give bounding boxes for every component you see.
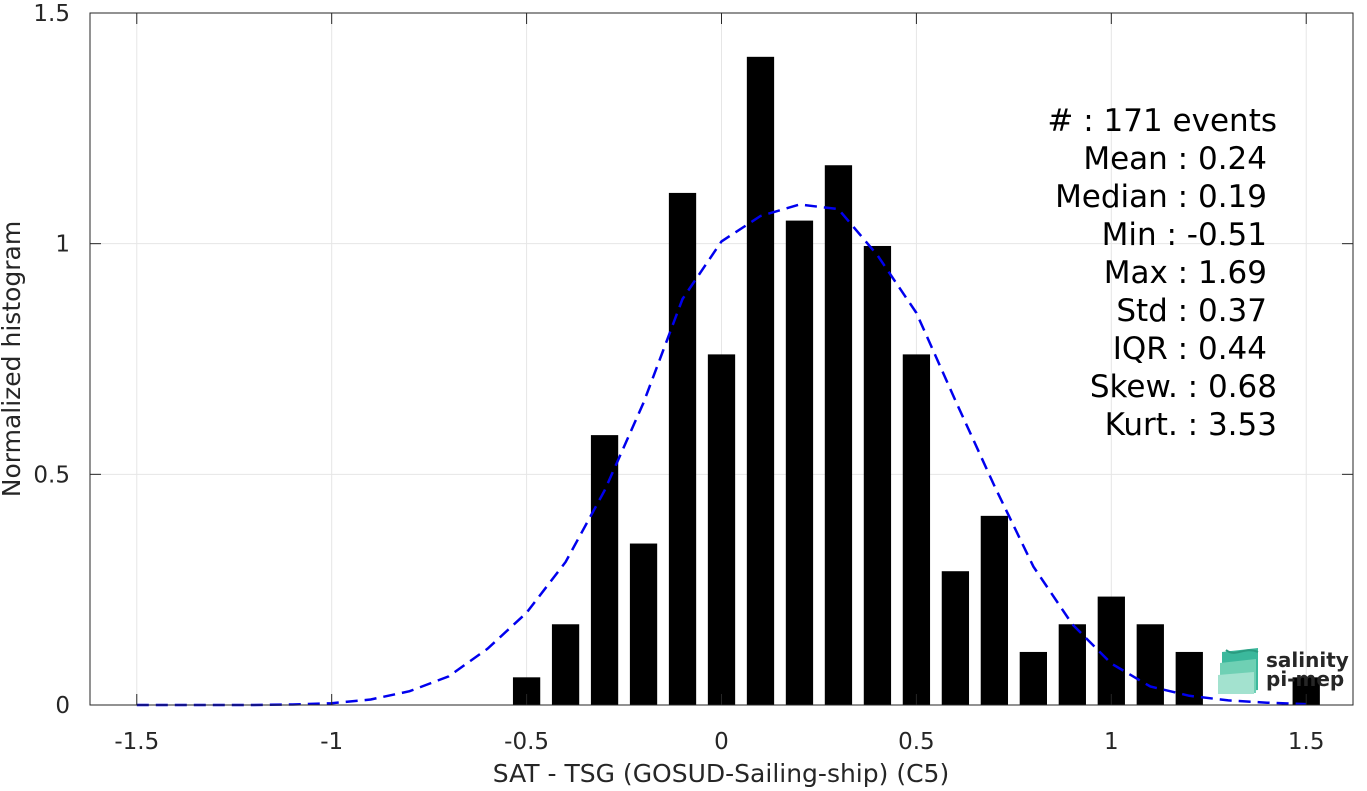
histogram-bar (824, 165, 853, 706)
stat-line: # : 171 events (1047, 103, 1277, 139)
logo-text-salinity: salinity (1266, 648, 1349, 672)
axes (89, 12, 1354, 706)
histogram-bar (941, 571, 970, 705)
histogram-bar (902, 354, 931, 705)
x-axis-label: SAT - TSG (GOSUD-Sailing-ship) (C5) (493, 759, 949, 787)
histogram-bar (863, 245, 892, 705)
x-tick-label: 0.5 (898, 729, 935, 755)
x-tick-label: -1.5 (114, 729, 159, 755)
y-tick-label: 1.5 (33, 1, 70, 27)
histogram-bar (746, 56, 775, 706)
salinity-pimep-logo: salinity pi-mep (1218, 648, 1349, 694)
x-tick-label: 1 (1104, 729, 1119, 755)
histogram-bar (1136, 624, 1164, 705)
histogram-bars (512, 56, 1320, 706)
y-tick-label: 1 (55, 232, 70, 258)
histogram-bar (1019, 651, 1047, 705)
stat-line: Kurt. : 3.53 (1105, 407, 1277, 443)
stat-line: IQR : 0.44 (1113, 331, 1267, 367)
tick-labels: -1.5 -1 -0.5 0 0.5 1 1.5 0 0.5 1 1.5 (33, 1, 1324, 755)
stat-line: Min : -0.51 (1102, 217, 1267, 253)
x-tick-label: -0.5 (504, 729, 549, 755)
histogram-bar (590, 435, 619, 705)
x-tick-label: 1.5 (1288, 729, 1325, 755)
stat-line: Mean : 0.24 (1083, 141, 1267, 177)
histogram-bar (668, 192, 697, 706)
y-axis-label: Normalized histogram (0, 221, 26, 497)
logo-mark-icon (1218, 648, 1259, 694)
x-tick-label: -1 (320, 729, 343, 755)
histogram-bar (629, 543, 658, 705)
stat-line: Std : 0.37 (1116, 293, 1267, 329)
histogram-bar (551, 624, 580, 705)
stat-line: Skew. : 0.68 (1090, 369, 1277, 405)
stat-line: Median : 0.19 (1055, 179, 1267, 215)
x-tick-label: 0 (714, 729, 729, 755)
histogram-bar (1097, 596, 1125, 705)
stat-line: Max : 1.69 (1104, 255, 1267, 291)
histogram-bar (1058, 624, 1086, 705)
histogram-bar (980, 515, 1009, 705)
y-tick-label: 0.5 (33, 462, 70, 488)
logo-text-pimep: pi-mep (1266, 667, 1344, 691)
histogram-bar (785, 220, 814, 705)
y-tick-label: 0 (55, 693, 70, 719)
histogram-bar (707, 354, 736, 705)
